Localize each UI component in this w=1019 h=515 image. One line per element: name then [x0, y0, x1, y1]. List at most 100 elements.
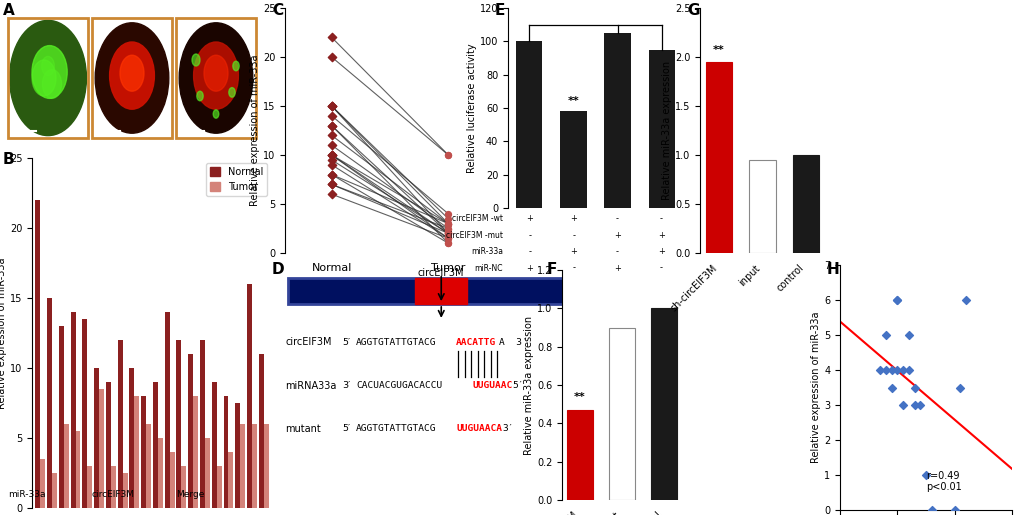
Text: AGGTGTATTGTACG: AGGTGTATTGTACG: [356, 424, 436, 433]
Text: C: C: [272, 3, 283, 18]
Y-axis label: Relative expression of miR-33a: Relative expression of miR-33a: [250, 55, 260, 206]
Text: circEIF3M: circEIF3M: [92, 490, 135, 499]
Circle shape: [109, 42, 154, 109]
Circle shape: [197, 91, 203, 101]
Text: -: -: [615, 247, 619, 256]
Text: Merge: Merge: [176, 490, 204, 499]
Bar: [793, 155, 818, 253]
Point: [323, 161, 339, 169]
Text: 5′: 5′: [512, 381, 524, 390]
Text: circEIF3M: circEIF3M: [418, 268, 464, 278]
Bar: [415, 278, 467, 304]
Bar: [205, 438, 210, 508]
Circle shape: [228, 88, 235, 97]
Point: [440, 234, 457, 243]
Text: +: +: [613, 231, 621, 239]
Bar: [141, 396, 146, 508]
Text: UUGUAAC: UUGUAAC: [472, 381, 513, 390]
Text: miRNA33a: miRNA33a: [284, 381, 336, 390]
Text: circEIF3M -wt: circEIF3M -wt: [451, 214, 502, 223]
Text: **: **: [567, 96, 579, 106]
Point: [323, 151, 339, 159]
Bar: [216, 466, 221, 508]
Point: [440, 229, 457, 237]
Text: miR-33a: miR-33a: [8, 490, 46, 499]
Bar: [264, 424, 268, 508]
Bar: [516, 41, 542, 208]
Bar: [252, 424, 257, 508]
Text: +: +: [526, 214, 533, 223]
Point: [323, 131, 339, 140]
Point: [440, 219, 457, 228]
Point: [323, 190, 339, 198]
Text: -: -: [572, 231, 575, 239]
Point: [323, 53, 339, 61]
Bar: [200, 340, 205, 508]
Point: [440, 151, 457, 159]
Point: [440, 229, 457, 237]
Point: [323, 180, 339, 188]
Text: +: +: [526, 264, 533, 272]
Circle shape: [32, 60, 56, 96]
Text: +: +: [570, 214, 577, 223]
Text: A  3′: A 3′: [498, 338, 527, 347]
Text: circEIF3M -mut: circEIF3M -mut: [445, 231, 502, 239]
Point: [440, 229, 457, 237]
Text: +: +: [657, 247, 664, 256]
Point: [323, 170, 339, 179]
Point: [323, 122, 339, 130]
Point: [889, 296, 905, 304]
Point: [906, 401, 922, 409]
Point: [323, 102, 339, 110]
Text: -: -: [528, 247, 531, 256]
Point: [440, 234, 457, 243]
Point: [440, 219, 457, 228]
Text: +: +: [657, 231, 664, 239]
Bar: [75, 431, 81, 508]
Text: CACUACGUGACACCU: CACUACGUGACACCU: [356, 381, 442, 390]
Point: [323, 102, 339, 110]
Text: 5′: 5′: [342, 338, 351, 347]
Point: [440, 229, 457, 237]
Circle shape: [192, 54, 200, 66]
Text: -: -: [572, 264, 575, 272]
Text: UUGUAACA: UUGUAACA: [455, 424, 501, 433]
Text: AGGTGTATTGTACG: AGGTGTATTGTACG: [356, 338, 436, 347]
Bar: [287, 278, 580, 304]
Bar: [129, 368, 135, 508]
Bar: [559, 111, 586, 208]
Bar: [117, 340, 122, 508]
Text: B: B: [3, 152, 14, 167]
Point: [440, 239, 457, 247]
Bar: [64, 424, 68, 508]
Circle shape: [42, 57, 54, 76]
Point: [957, 296, 973, 304]
Point: [882, 366, 899, 374]
Bar: [164, 312, 169, 508]
Point: [323, 156, 339, 164]
Point: [906, 383, 922, 391]
Text: A: A: [3, 3, 14, 18]
Y-axis label: Relative miR-33a expression: Relative miR-33a expression: [524, 315, 534, 455]
Point: [440, 225, 457, 233]
Text: 5′: 5′: [342, 424, 351, 433]
Point: [889, 366, 905, 374]
Text: **: **: [574, 392, 585, 402]
Point: [894, 401, 910, 409]
Bar: [651, 308, 676, 500]
Bar: [52, 473, 57, 508]
Point: [440, 229, 457, 237]
Text: F: F: [546, 262, 556, 277]
Point: [889, 296, 905, 304]
Text: 3′: 3′: [342, 381, 351, 390]
Bar: [749, 160, 774, 253]
Point: [440, 234, 457, 243]
Circle shape: [179, 23, 253, 133]
Bar: [223, 396, 228, 508]
Bar: [193, 396, 198, 508]
Point: [440, 225, 457, 233]
Bar: [158, 438, 163, 508]
Bar: [235, 403, 240, 508]
Bar: [59, 326, 64, 508]
Bar: [106, 382, 111, 508]
